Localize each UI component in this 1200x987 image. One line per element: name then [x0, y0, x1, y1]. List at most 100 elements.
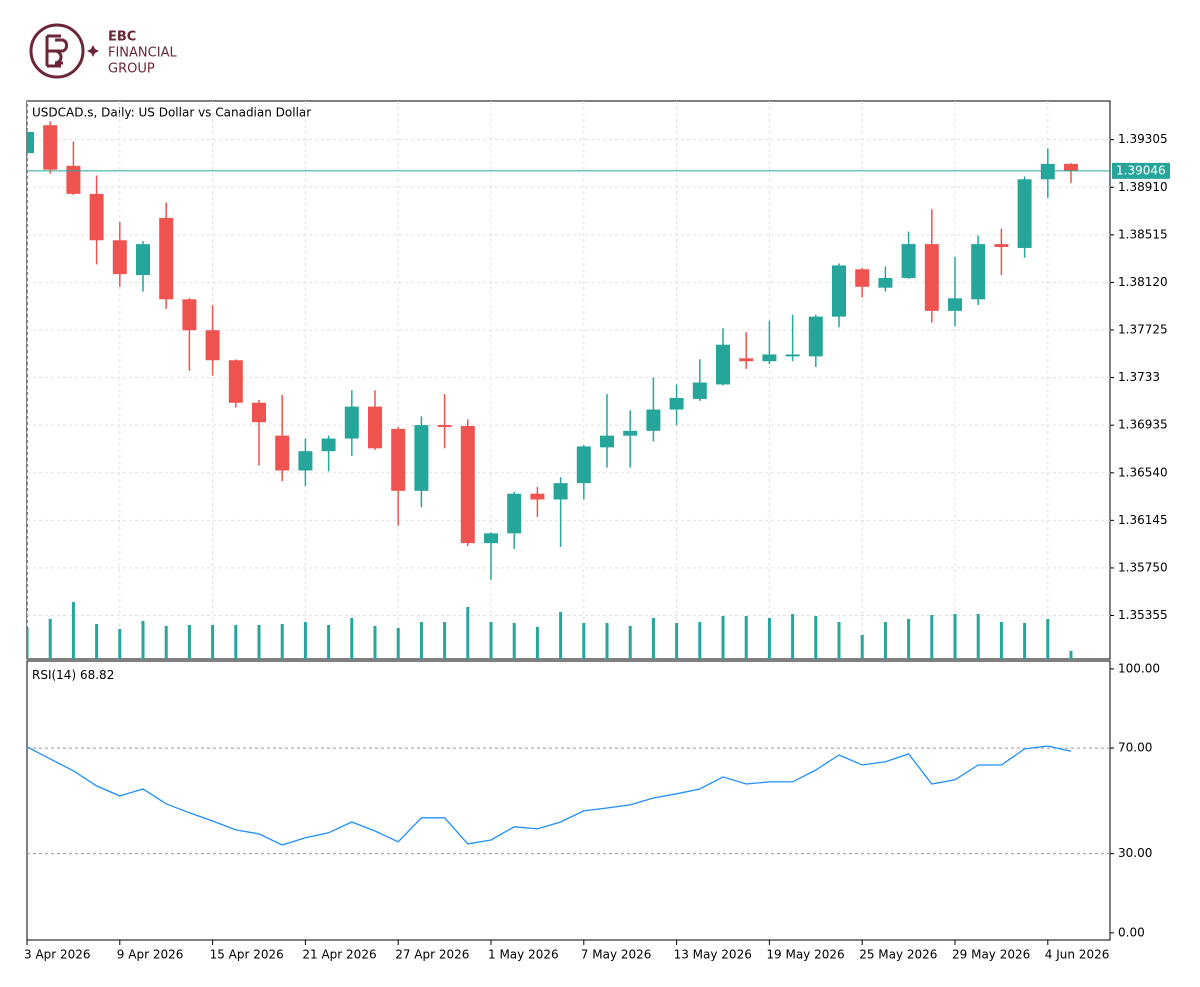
logo-ring: [29, 23, 85, 79]
candle-body: [971, 244, 986, 300]
y-tick-label: 0.00: [1118, 925, 1145, 939]
candle-body: [321, 438, 336, 452]
candle-body: [507, 493, 522, 534]
volume-bar: [48, 619, 52, 659]
candle-body: [159, 217, 174, 300]
candle-body: [646, 409, 661, 431]
logo-glyph: [45, 34, 69, 68]
volume-bar: [327, 625, 331, 659]
x-tick-label: 13 May 2026: [674, 948, 752, 962]
candle-body: [112, 240, 127, 275]
y-tick-label: 1.3733: [1118, 370, 1160, 384]
rsi-last: 68.82: [80, 668, 114, 682]
rsi-line: [26, 745, 1072, 846]
x-tick-label: 19 May 2026: [766, 948, 844, 962]
volume-bar: [860, 635, 864, 659]
y-tick-label: 1.36540: [1118, 465, 1168, 479]
candle-body: [1017, 179, 1032, 248]
volume-bar: [512, 623, 516, 659]
volume-bar: [280, 624, 284, 659]
volume-bar: [27, 627, 29, 659]
candle-body: [228, 360, 243, 403]
volume-bar: [489, 622, 493, 659]
volume-bar: [907, 619, 911, 659]
volume-bar: [234, 625, 238, 659]
candle-body: [553, 483, 568, 500]
price-panel: [26, 100, 1111, 660]
volume-bar: [814, 616, 818, 659]
candle-body: [136, 244, 150, 276]
candle-body: [275, 435, 290, 471]
y-tick-label: 1.36935: [1118, 418, 1168, 432]
y-tick-label: 1.36145: [1118, 513, 1168, 527]
rsi-title: RSI(14) 68.82: [32, 668, 114, 682]
y-tick-label: 1.38515: [1118, 227, 1168, 241]
candle-body: [66, 165, 81, 194]
x-tick-label: 27 Apr 2026: [395, 948, 469, 962]
candle-body: [1040, 163, 1055, 180]
y-tick-label: 30.00: [1118, 846, 1152, 860]
candle-body: [762, 354, 777, 362]
volume-bar: [303, 622, 307, 659]
volume-bar: [721, 616, 725, 659]
volume-bar: [675, 623, 679, 659]
candle-body: [437, 425, 452, 427]
x-tick-label: 15 Apr 2026: [210, 948, 284, 962]
y-tick-label: 1.35355: [1118, 608, 1168, 622]
y-tick-label: 1.39305: [1118, 132, 1168, 146]
y-tick-label: 1.38120: [1118, 275, 1168, 289]
candle-body: [252, 402, 266, 423]
candle-body: [368, 406, 382, 449]
candle-body: [924, 244, 939, 311]
rsi-panel: [26, 660, 1111, 941]
volume-bar: [535, 627, 539, 659]
candle-body: [948, 298, 962, 311]
volume-bar: [767, 618, 771, 659]
logo-star: [87, 45, 99, 57]
y-tick-label: 70.00: [1118, 741, 1152, 755]
logo: EBC FINANCIAL GROUP: [29, 23, 177, 79]
candle-body: [739, 358, 754, 362]
candle-body: [27, 131, 34, 154]
x-tick-label: 21 Apr 2026: [302, 948, 376, 962]
volume-bar: [791, 614, 795, 659]
logo-text: FINANCIAL: [108, 46, 177, 61]
candle-body: [901, 244, 916, 278]
candle-body: [414, 425, 429, 491]
candle-body: [878, 277, 893, 288]
volume-bar: [71, 602, 75, 659]
volume-bar: [582, 623, 586, 659]
last-price-box: [1112, 162, 1170, 179]
volume-bar: [1069, 651, 1073, 659]
candle-body: [576, 446, 591, 484]
price-plot: [27, 101, 1110, 659]
y-tick-label: 100.00: [1118, 661, 1160, 675]
candle-body: [669, 397, 684, 410]
volume-bar: [211, 625, 215, 659]
x-tick-label: 3 Apr 2026: [24, 948, 91, 962]
candle-body: [716, 344, 730, 385]
volume-bar: [1046, 619, 1050, 659]
candle-body: [391, 428, 406, 491]
volume-bar: [95, 624, 99, 659]
volume-bar: [976, 614, 980, 659]
volume-bar: [257, 625, 261, 659]
y-tick-label: 1.35750: [1118, 560, 1168, 574]
candle-body: [484, 533, 498, 544]
candle-body: [808, 316, 823, 357]
volume-bar: [698, 622, 702, 659]
x-tick-label: 7 May 2026: [581, 948, 652, 962]
candle-body: [832, 265, 846, 317]
volume-bar: [187, 625, 191, 659]
candle-body: [785, 354, 800, 357]
volume-bar: [466, 607, 470, 659]
rsi-name: RSI(14): [32, 668, 76, 682]
volume-bar: [837, 622, 841, 659]
y-tick-label: 1.37725: [1118, 323, 1168, 337]
volume-bar: [605, 623, 609, 659]
volume-bar: [419, 622, 423, 659]
candle-body: [89, 193, 104, 241]
volume-bar: [164, 626, 168, 659]
candle-body: [1064, 163, 1078, 171]
